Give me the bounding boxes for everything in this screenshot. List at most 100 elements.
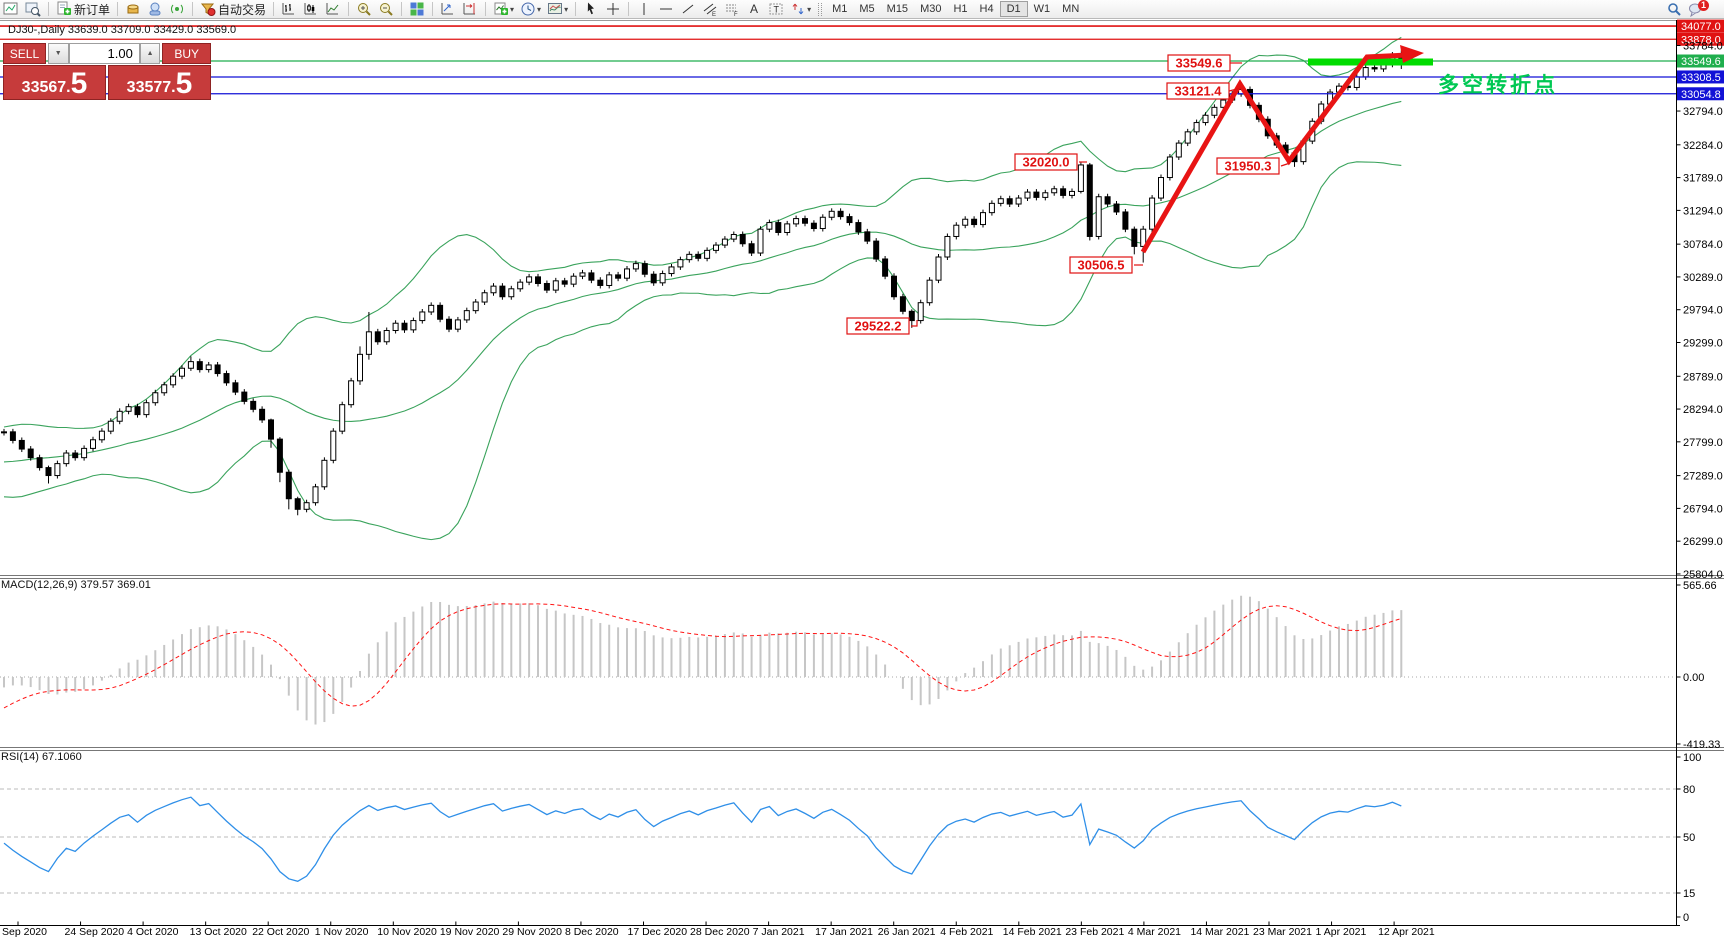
timeframe-M1-button[interactable]: M1 (832, 3, 848, 15)
vertical-line-button[interactable] (633, 0, 655, 18)
period-icon (521, 2, 535, 16)
time-axis-label: 4 Feb 2021 (940, 926, 993, 938)
candle-body (855, 222, 862, 233)
buy-price-button[interactable]: 33577. 5 (108, 65, 211, 100)
candle-body (1122, 211, 1129, 230)
annotation-note-text[interactable]: 多空转折点 (1438, 73, 1558, 97)
candle-body (170, 375, 177, 386)
text-button[interactable]: A (743, 0, 765, 18)
arrows-icon (792, 3, 804, 15)
chevron-down-icon[interactable]: ▾ (807, 4, 812, 14)
volume-input[interactable]: 1.00 (68, 43, 140, 64)
chevron-down-icon[interactable]: ▾ (510, 4, 515, 14)
volume-decrease-button[interactable]: ▼ (47, 43, 69, 64)
time-axis-label: 23 Mar 2021 (1253, 926, 1312, 938)
time-axis-label: 13 Oct 2020 (190, 926, 247, 938)
price-callout-box[interactable] (1069, 256, 1133, 274)
horizontal-line-button[interactable] (655, 0, 677, 18)
price-callout-box[interactable] (1166, 82, 1230, 100)
highlight-zone-bar[interactable] (1308, 58, 1433, 66)
candle-body (232, 382, 239, 393)
period-button[interactable]: ▾ (517, 0, 544, 18)
toolbar-separator (485, 2, 487, 16)
candle-body (250, 400, 257, 410)
fibonacci-button[interactable]: F (721, 0, 743, 18)
buy-button[interactable]: BUY (162, 43, 211, 64)
candle-body (187, 361, 194, 369)
cursor-button[interactable] (580, 0, 602, 18)
price-callout-label: 32020.0 (1023, 155, 1070, 170)
line-chart-button[interactable] (322, 0, 344, 18)
candle-body (143, 402, 150, 416)
arrows-button[interactable]: ▾ (787, 0, 814, 18)
candle-body (72, 452, 79, 459)
price-axis-badge-label: 33878.0 (1681, 34, 1721, 46)
candle-body (695, 253, 702, 259)
rsi-axis-tick-label: 15 (1683, 888, 1695, 900)
trendline-button[interactable] (677, 0, 699, 18)
price-callout-box[interactable] (1014, 153, 1078, 171)
time-axis-label: 8 Dec 2020 (565, 926, 619, 938)
timeframe-M5-button[interactable]: M5 (859, 3, 875, 15)
bar-chart-button[interactable] (278, 0, 300, 18)
chevron-down-icon[interactable]: ▾ (537, 4, 542, 14)
toolbar-separator (348, 2, 350, 16)
price-axis-tick-label: 28789.0 (1683, 371, 1723, 383)
zoom-out-button[interactable] (375, 0, 397, 18)
chevron-down-icon[interactable]: ▾ (564, 4, 569, 14)
price-callout-box[interactable] (1216, 157, 1280, 175)
candle-body (784, 223, 791, 233)
toolbar: 新订单 自动交易 ▾ ▾ ▾ E F A T ▾ M1 M5 M15 M30 H1 H4 D1 W1 MN 1 (0, 0, 1724, 19)
candle-body (1006, 198, 1013, 205)
candle-body (1077, 164, 1084, 192)
new-order-button[interactable]: 新订单 (53, 0, 113, 18)
trend-arrow-head[interactable] (1400, 45, 1424, 63)
expert-advisor-button[interactable] (144, 0, 166, 18)
sell-button[interactable]: SELL (3, 43, 46, 64)
chat-button[interactable]: 1 (1685, 0, 1718, 18)
add-indicator-button[interactable]: ▾ (490, 0, 517, 18)
price-callout-label: 30506.5 (1078, 258, 1125, 273)
chart-profile-button[interactable] (0, 0, 22, 18)
candle-body (543, 282, 550, 291)
timeframe-W1-button[interactable]: W1 (1033, 3, 1051, 15)
template-button[interactable]: ▾ (544, 0, 571, 18)
candle-body (161, 384, 168, 394)
tile-windows-button[interactable] (406, 0, 428, 18)
price-callout-box[interactable] (1167, 54, 1231, 72)
price-callout-box[interactable] (846, 317, 910, 335)
chart-preview-button[interactable] (22, 0, 44, 18)
candle-body (837, 210, 844, 218)
price-callout-label: 31950.3 (1225, 159, 1272, 174)
channel-button[interactable]: E (699, 0, 721, 18)
trend-zigzag-line[interactable] (1140, 52, 1409, 254)
bollinger-lower-band (3, 161, 1402, 541)
auto-arrange-button[interactable] (437, 0, 459, 18)
price-callout-label: 33549.6 (1176, 56, 1223, 71)
candle-body (615, 274, 622, 279)
timeframe-D1-button[interactable]: D1 (999, 1, 1028, 17)
timeframe-M15-button[interactable]: M15 (886, 3, 909, 15)
track-chart-button[interactable] (459, 0, 481, 18)
timeframe-H1-button[interactable]: H1 (953, 3, 968, 15)
candle-body (508, 288, 515, 298)
toolbar-separator (401, 2, 403, 16)
sell-price-button[interactable]: 33567. 5 (3, 65, 106, 100)
crosshair-button[interactable] (602, 0, 624, 18)
signals-button[interactable] (166, 0, 188, 18)
price-axis-badge-label: 33549.6 (1681, 56, 1721, 68)
candle-body (116, 410, 123, 422)
timeframe-MN-button[interactable]: MN (1062, 3, 1080, 15)
label-button[interactable]: T (765, 0, 787, 18)
volume-increase-button[interactable]: ▲ (139, 43, 161, 64)
auto-trading-button[interactable]: 自动交易 (197, 0, 269, 18)
price-main: 33567 (21, 79, 67, 96)
macd-axis-tick-label: 0.00 (1683, 672, 1704, 684)
search-button[interactable] (1663, 0, 1685, 18)
time-axis-label: 23 Feb 2021 (1065, 926, 1124, 938)
history-center-button[interactable] (122, 0, 144, 18)
timeframe-M30-button[interactable]: M30 (920, 3, 942, 15)
zoom-in-button[interactable] (353, 0, 375, 18)
timeframe-H4-button[interactable]: H4 (979, 3, 994, 15)
candlestick-chart-button[interactable] (300, 0, 322, 18)
